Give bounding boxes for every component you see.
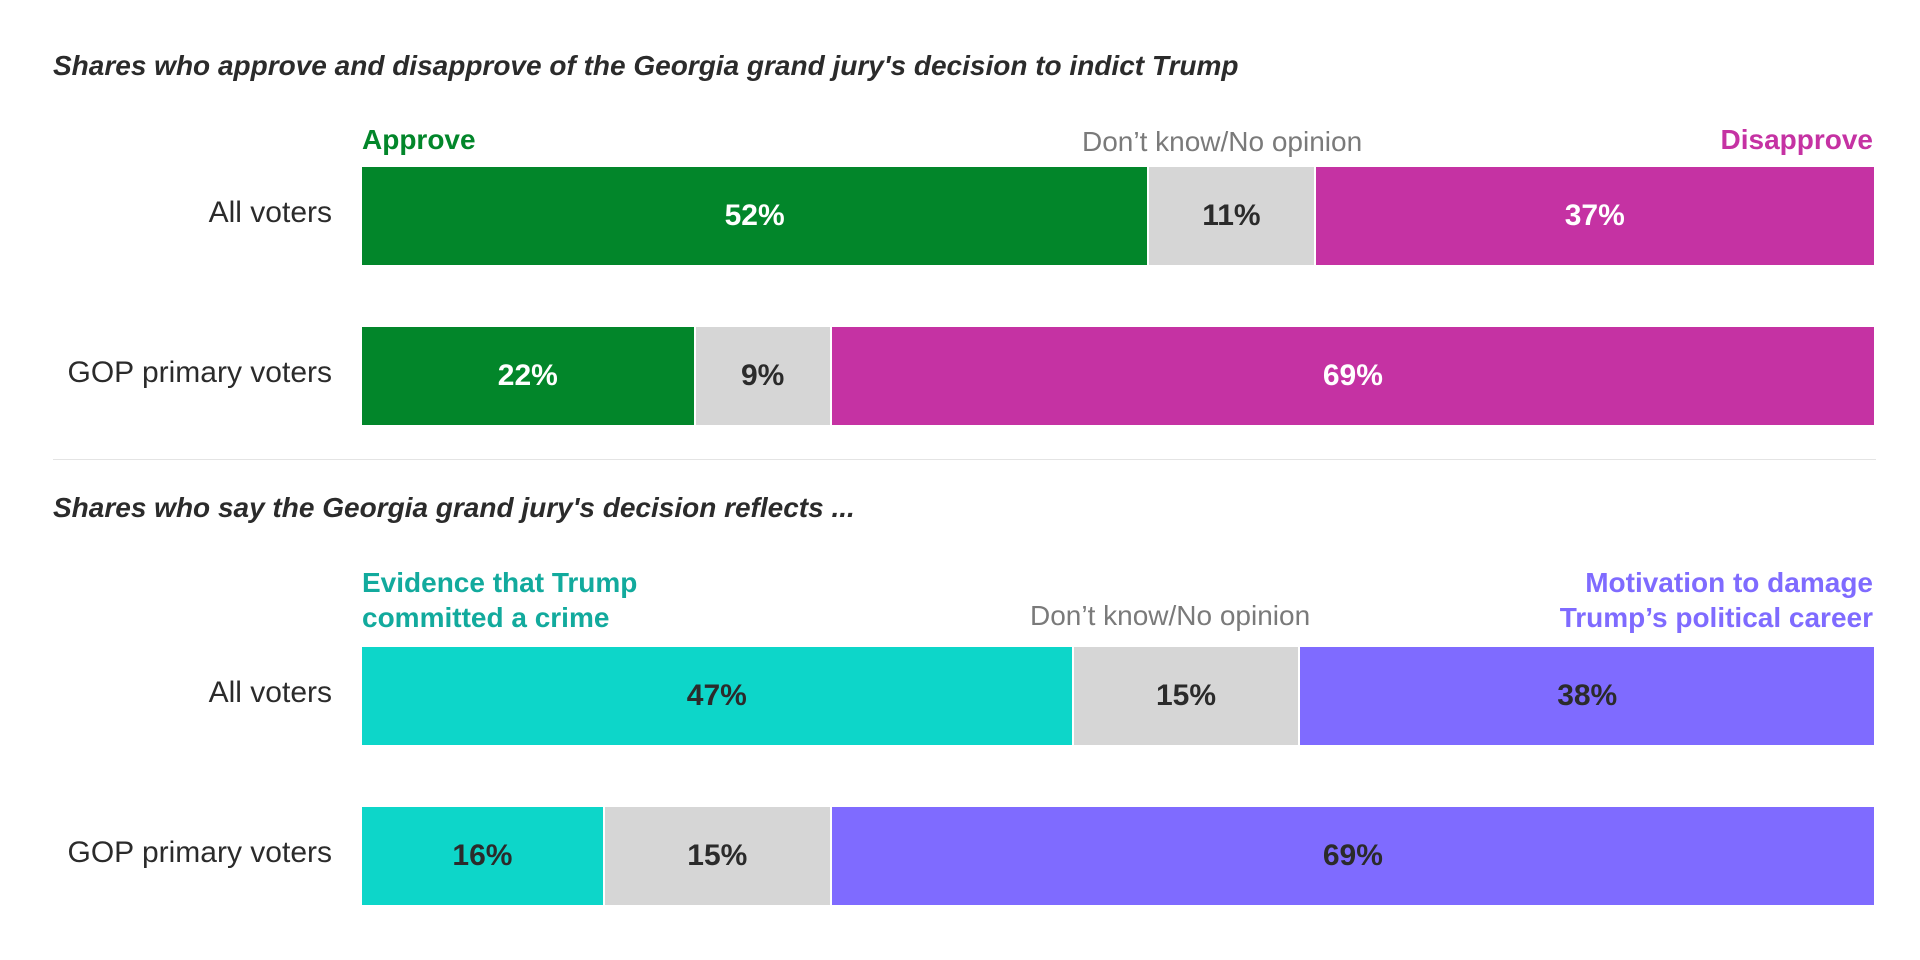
legend-evidence-line-2: committed a crime xyxy=(362,602,610,633)
legend-disapprove: Disapprove xyxy=(1720,124,1874,155)
data-label-evidence: 16% xyxy=(452,839,513,872)
bar-segment-evidence xyxy=(362,807,603,905)
data-label-no-opinion: 11% xyxy=(1202,199,1261,232)
row-label-gop-primary-voters: GOP primary voters xyxy=(67,836,332,869)
data-label-motivation: 69% xyxy=(1322,839,1383,872)
legend-motivation-line-2: Trump’s political career xyxy=(1559,602,1873,633)
data-label-disapprove: 69% xyxy=(1322,359,1383,392)
bar-segment-no-opinion xyxy=(1149,167,1314,265)
legend-approve: Approve xyxy=(362,124,476,155)
data-label-no-opinion: 15% xyxy=(1156,679,1217,712)
chart-title: Shares who say the Georgia grand jury's … xyxy=(53,492,855,523)
approval-chart: Shares who approve and disapprove of the… xyxy=(0,0,1920,462)
row-label-gop-primary-voters: GOP primary voters xyxy=(67,356,332,389)
bar-row-all-voters: 52% 11% 37% xyxy=(362,167,1874,265)
row-label-all-voters: All voters xyxy=(208,676,332,709)
bar-segment-no-opinion xyxy=(1073,647,1299,745)
bar-row-all-voters: 47% 15% 38% xyxy=(362,647,1874,745)
bar-segment-disapprove xyxy=(1315,167,1874,265)
data-label-disapprove: 37% xyxy=(1564,199,1625,232)
row-label-all-voters: All voters xyxy=(208,196,332,229)
bar-segment-approve xyxy=(362,327,694,425)
bar-segment-no-opinion xyxy=(604,807,830,905)
data-label-evidence: 47% xyxy=(686,679,747,712)
data-label-approve: 22% xyxy=(497,359,558,392)
bar-row-gop-primary-voters: 16% 15% 69% xyxy=(362,807,1874,905)
legend-no-opinion: Don’t know/No opinion xyxy=(1030,600,1311,631)
legend-evidence-line-1: Evidence that Trump xyxy=(362,567,638,598)
bar-segment-approve xyxy=(362,167,1148,265)
bar-segment-evidence xyxy=(362,647,1072,745)
data-label-no-opinion: 15% xyxy=(687,839,748,872)
bar-segment-motivation xyxy=(831,807,1874,905)
legend-evidence: Evidence that Trump committed a crime xyxy=(362,565,637,635)
data-label-approve: 52% xyxy=(724,199,785,232)
legend-no-opinion: Don’t know/No opinion xyxy=(1082,126,1363,157)
legend-motivation-line-1: Motivation to damage xyxy=(1585,567,1873,598)
bar-row-gop-primary-voters: 22% 9% 69% xyxy=(362,327,1874,425)
legend-motivation: Motivation to damage Trump’s political c… xyxy=(1560,565,1873,635)
bar-segment-motivation xyxy=(1300,647,1874,745)
reflects-chart: Shares who say the Georgia grand jury's … xyxy=(0,462,1920,960)
data-label-motivation: 38% xyxy=(1557,679,1618,712)
data-label-no-opinion: 9% xyxy=(740,359,785,392)
chart-title: Shares who approve and disapprove of the… xyxy=(53,50,1239,81)
section-divider xyxy=(53,459,1876,460)
bar-segment-no-opinion xyxy=(695,327,830,425)
bar-segment-disapprove xyxy=(831,327,1874,425)
